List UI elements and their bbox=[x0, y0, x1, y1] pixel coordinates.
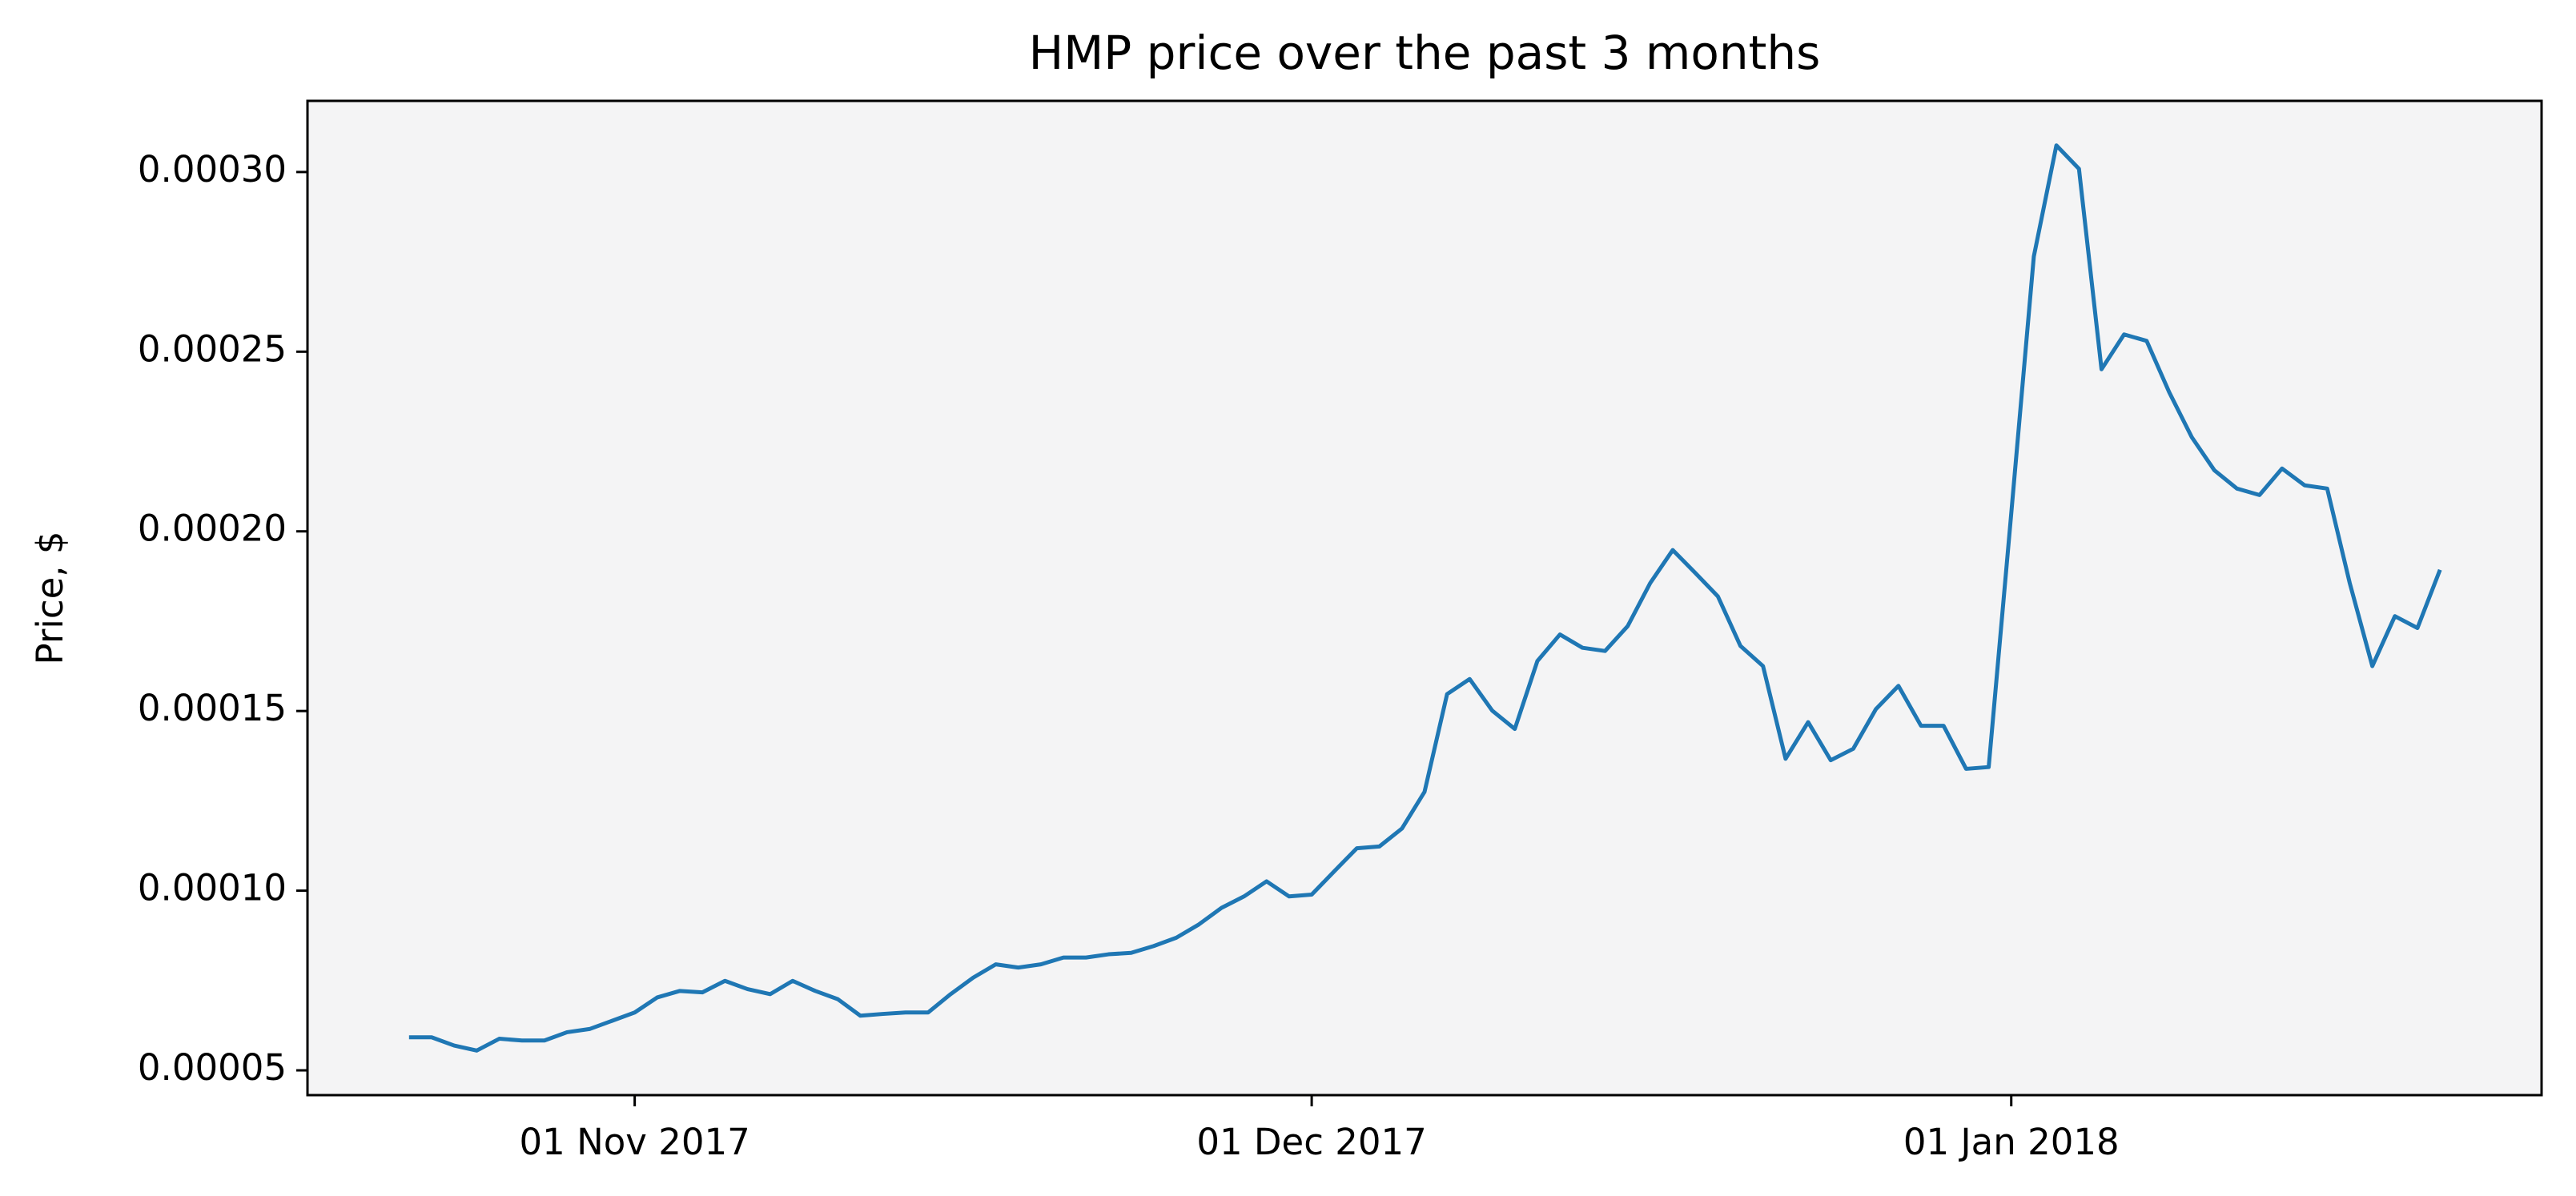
y-tick-label: 0.00015 bbox=[138, 687, 287, 729]
plot-frame bbox=[306, 99, 2543, 1097]
x-tick-label: 01 Nov 2017 bbox=[520, 1121, 750, 1163]
y-tick-label: 0.00030 bbox=[138, 148, 287, 191]
price-line bbox=[408, 143, 2442, 1053]
y-tick-label: 0.00010 bbox=[138, 867, 287, 909]
chart-title: HMP price over the past 3 months bbox=[1029, 26, 1821, 80]
x-tick-label: 01 Jan 2018 bbox=[1903, 1121, 2120, 1163]
x-tick-label: 01 Dec 2017 bbox=[1196, 1121, 1426, 1163]
y-tick-label: 0.00020 bbox=[138, 508, 287, 550]
y-tick-label: 0.00005 bbox=[138, 1046, 287, 1089]
y-tick-label: 0.00025 bbox=[138, 327, 287, 370]
y-axis-label: Price, $ bbox=[29, 531, 71, 664]
plot-background bbox=[307, 101, 2542, 1095]
